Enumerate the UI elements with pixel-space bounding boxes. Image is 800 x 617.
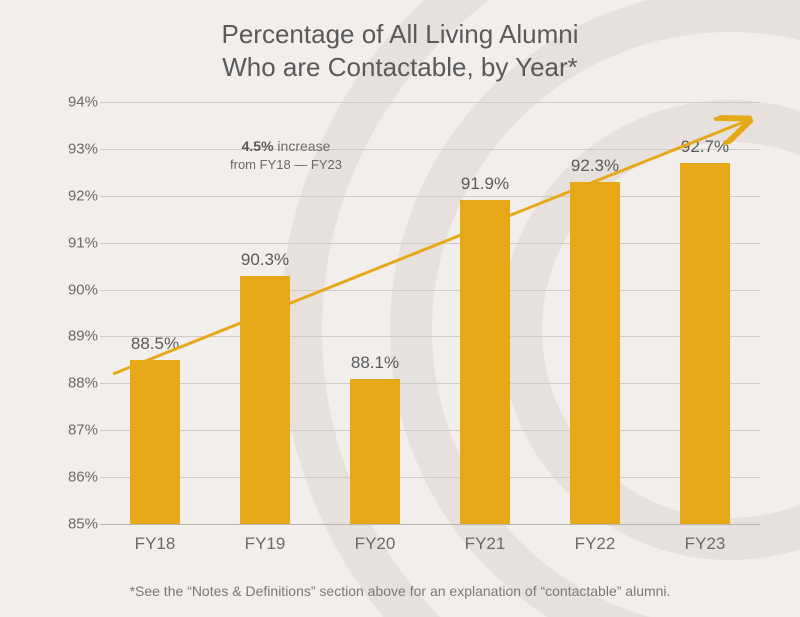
increase-annotation: 4.5% increase from FY18 — FY23 [206,137,366,174]
annotation-word: increase [274,138,331,154]
y-axis-label: 86% [54,469,98,486]
y-axis-label: 91% [54,234,98,251]
annotation-percent: 4.5% [242,138,274,154]
bar-value-label: 92.3% [571,156,619,176]
x-axis-label: FY20 [355,534,396,554]
title-line-2: Who are Contactable, by Year* [0,51,800,84]
y-axis-label: 92% [54,187,98,204]
x-axis-label: FY23 [685,534,726,554]
bar: 91.9% [460,200,510,524]
bar-chart: 85%86%87%88%89%90%91%92%93%94%88.5%90.3%… [60,102,770,542]
y-axis-label: 90% [54,281,98,298]
title-line-1: Percentage of All Living Alumni [0,18,800,51]
y-axis-label: 89% [54,328,98,345]
y-axis-label: 94% [54,94,98,111]
bar-value-label: 91.9% [461,174,509,194]
y-axis-label: 85% [54,516,98,533]
bar: 92.3% [570,182,620,524]
bar-value-label: 88.5% [131,334,179,354]
x-axis-label: FY19 [245,534,286,554]
bar: 88.5% [130,360,180,524]
bar: 90.3% [240,276,290,525]
bar: 88.1% [350,379,400,524]
x-axis-label: FY18 [135,534,176,554]
y-axis-label: 93% [54,140,98,157]
bar-value-label: 92.7% [681,137,729,157]
y-axis-label: 87% [54,422,98,439]
annotation-subtext: from FY18 — FY23 [230,157,342,172]
footnote: *See the “Notes & Definitions” section a… [0,583,800,599]
x-axis-baseline [100,524,760,525]
bar-value-label: 90.3% [241,250,289,270]
chart-title: Percentage of All Living Alumni Who are … [0,18,800,83]
bar: 92.7% [680,163,730,524]
x-axis-label: FY22 [575,534,616,554]
x-axis-label: FY21 [465,534,506,554]
bar-value-label: 88.1% [351,353,399,373]
bars-container: 88.5% 90.3% 88.1% 91.9% 92.3% 92.7% [100,102,760,524]
y-axis-label: 88% [54,375,98,392]
